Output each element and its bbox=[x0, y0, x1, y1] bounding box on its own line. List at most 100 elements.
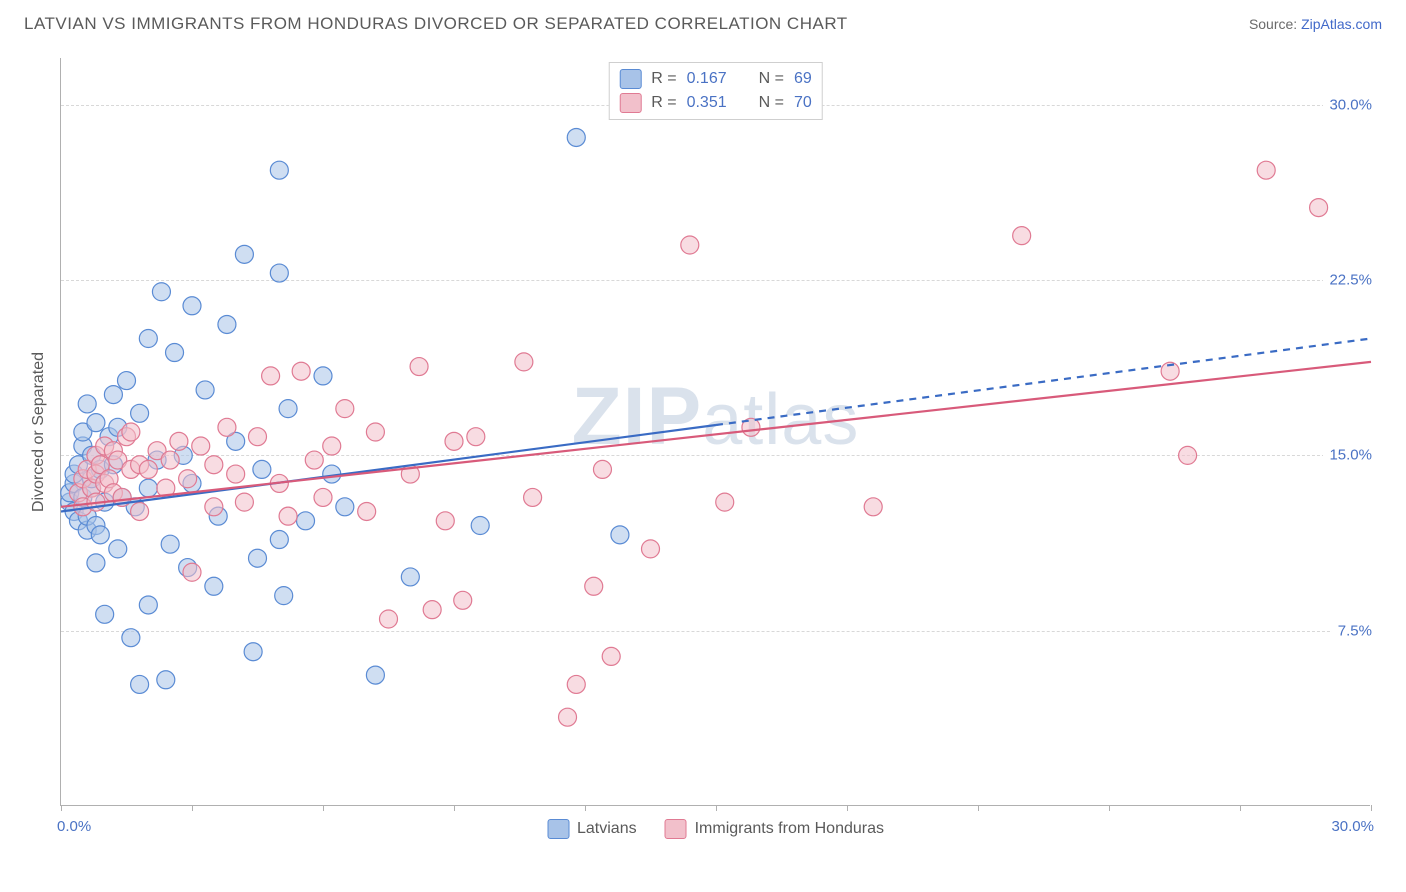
chart-title: LATVIAN VS IMMIGRANTS FROM HONDURAS DIVO… bbox=[24, 14, 848, 34]
legend-swatch bbox=[665, 819, 687, 839]
data-point bbox=[235, 245, 253, 263]
data-point bbox=[515, 353, 533, 371]
data-point bbox=[196, 381, 214, 399]
trend-line-dashed bbox=[716, 339, 1371, 425]
data-point bbox=[183, 563, 201, 581]
data-point bbox=[611, 526, 629, 544]
data-point bbox=[593, 460, 611, 478]
data-point bbox=[292, 362, 310, 380]
data-point bbox=[192, 437, 210, 455]
x-tick bbox=[847, 805, 848, 811]
data-point bbox=[585, 577, 603, 595]
data-point bbox=[161, 535, 179, 553]
data-point bbox=[1013, 227, 1031, 245]
x-tick bbox=[61, 805, 62, 811]
data-point bbox=[139, 596, 157, 614]
x-tick bbox=[192, 805, 193, 811]
data-point bbox=[179, 470, 197, 488]
stat-legend-row: R =0.167N =69 bbox=[619, 67, 812, 91]
y-axis-title: Divorced or Separated bbox=[30, 351, 48, 511]
data-point bbox=[139, 460, 157, 478]
legend-item: Latvians bbox=[547, 819, 637, 839]
source-attribution: Source: ZipAtlas.com bbox=[1249, 16, 1382, 32]
data-point bbox=[122, 423, 140, 441]
x-tick bbox=[716, 805, 717, 811]
data-point bbox=[170, 432, 188, 450]
data-point bbox=[681, 236, 699, 254]
data-point bbox=[139, 330, 157, 348]
data-point bbox=[253, 460, 271, 478]
data-point bbox=[380, 610, 398, 628]
data-point bbox=[423, 601, 441, 619]
data-point bbox=[524, 488, 542, 506]
legend-label: Immigrants from Honduras bbox=[695, 820, 884, 838]
data-point bbox=[262, 367, 280, 385]
data-point bbox=[91, 526, 109, 544]
data-point bbox=[567, 675, 585, 693]
data-point bbox=[104, 386, 122, 404]
scatter-svg bbox=[61, 58, 1370, 805]
x-tick-label-min: 0.0% bbox=[57, 818, 91, 835]
data-point bbox=[716, 493, 734, 511]
legend-swatch bbox=[547, 819, 569, 839]
data-point bbox=[161, 451, 179, 469]
data-point bbox=[166, 344, 184, 362]
data-point bbox=[864, 498, 882, 516]
data-point bbox=[270, 531, 288, 549]
data-point bbox=[436, 512, 454, 530]
chart-container: Divorced or Separated 7.5%15.0%22.5%30.0… bbox=[24, 48, 1382, 848]
data-point bbox=[454, 591, 472, 609]
data-point bbox=[358, 502, 376, 520]
data-point bbox=[131, 404, 149, 422]
data-point bbox=[471, 517, 489, 535]
stat-legend: R =0.167N =69R =0.351N =70 bbox=[608, 62, 823, 120]
data-point bbox=[183, 297, 201, 315]
data-point bbox=[297, 512, 315, 530]
data-point bbox=[323, 437, 341, 455]
data-point bbox=[336, 498, 354, 516]
data-point bbox=[279, 507, 297, 525]
data-point bbox=[1179, 446, 1197, 464]
legend-label: Latvians bbox=[577, 820, 637, 838]
x-tick-label-max: 30.0% bbox=[1331, 818, 1374, 835]
data-point bbox=[314, 488, 332, 506]
data-point bbox=[366, 666, 384, 684]
data-point bbox=[1257, 161, 1275, 179]
data-point bbox=[445, 432, 463, 450]
data-point bbox=[275, 587, 293, 605]
data-point bbox=[559, 708, 577, 726]
data-point bbox=[131, 502, 149, 520]
data-point bbox=[401, 568, 419, 586]
data-point bbox=[314, 367, 332, 385]
legend-swatch bbox=[619, 93, 641, 113]
x-tick bbox=[585, 805, 586, 811]
data-point bbox=[249, 428, 267, 446]
data-point bbox=[109, 540, 127, 558]
data-point bbox=[78, 395, 96, 413]
data-point bbox=[279, 400, 297, 418]
data-point bbox=[152, 283, 170, 301]
x-tick bbox=[323, 805, 324, 811]
source-link[interactable]: ZipAtlas.com bbox=[1301, 16, 1382, 32]
data-point bbox=[270, 264, 288, 282]
data-point bbox=[87, 414, 105, 432]
data-point bbox=[96, 605, 114, 623]
data-point bbox=[366, 423, 384, 441]
data-point bbox=[139, 479, 157, 497]
data-point bbox=[270, 161, 288, 179]
data-point bbox=[305, 451, 323, 469]
data-point bbox=[602, 647, 620, 665]
data-point bbox=[205, 456, 223, 474]
data-point bbox=[642, 540, 660, 558]
stat-legend-row: R =0.351N =70 bbox=[619, 91, 812, 115]
data-point bbox=[131, 675, 149, 693]
plot-area: Divorced or Separated 7.5%15.0%22.5%30.0… bbox=[60, 58, 1370, 806]
data-point bbox=[249, 549, 267, 567]
data-point bbox=[244, 643, 262, 661]
x-tick bbox=[1109, 805, 1110, 811]
data-point bbox=[205, 577, 223, 595]
data-point bbox=[410, 358, 428, 376]
data-point bbox=[467, 428, 485, 446]
data-point bbox=[235, 493, 253, 511]
data-point bbox=[1310, 199, 1328, 217]
